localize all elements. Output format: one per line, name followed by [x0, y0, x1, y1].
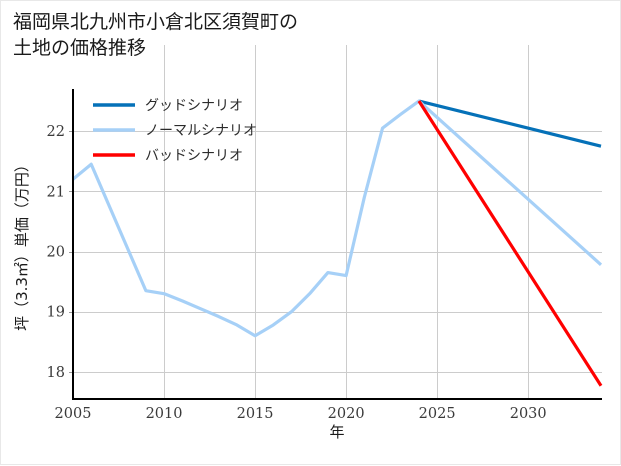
grid-lines [73, 45, 602, 399]
x-axis-tick-labels: 2005 2010 2015 2020 2025 2030 [55, 406, 547, 422]
legend-label-2: ノーマルシナリオ [145, 123, 257, 139]
y-tick-label: 21 [47, 184, 65, 200]
x-axis-title: 年 [329, 423, 344, 441]
legend-label-3: バッドシナリオ [145, 148, 243, 164]
series-line-3 [417, 100, 603, 387]
x-tick-label: 2030 [510, 406, 547, 422]
y-tick-label: 22 [47, 124, 65, 140]
y-tick-label: 20 [47, 245, 65, 261]
x-tick-label: 2005 [55, 406, 92, 422]
y-tick-label: 18 [47, 365, 65, 381]
y-tick-label: 19 [47, 305, 65, 321]
series-line-1 [418, 99, 602, 148]
page-title: 福岡県北九州市小倉北区須賀町の 土地の価格推移 [13, 11, 299, 59]
x-tick-label: 2015 [237, 406, 274, 422]
axis-spines [71, 89, 602, 401]
series-lines [71, 99, 603, 387]
y-axis-tick-labels: 18 19 20 21 22 [47, 124, 65, 381]
series-line-2 [71, 99, 603, 338]
x-tick-label: 2025 [419, 406, 456, 422]
x-tick-label: 2010 [146, 406, 183, 422]
y-axis-title: 坪（3.3㎡）単価（万円） [13, 157, 31, 331]
x-tick-label: 2020 [328, 406, 365, 422]
legend-label-1: グッドシナリオ [145, 98, 243, 114]
